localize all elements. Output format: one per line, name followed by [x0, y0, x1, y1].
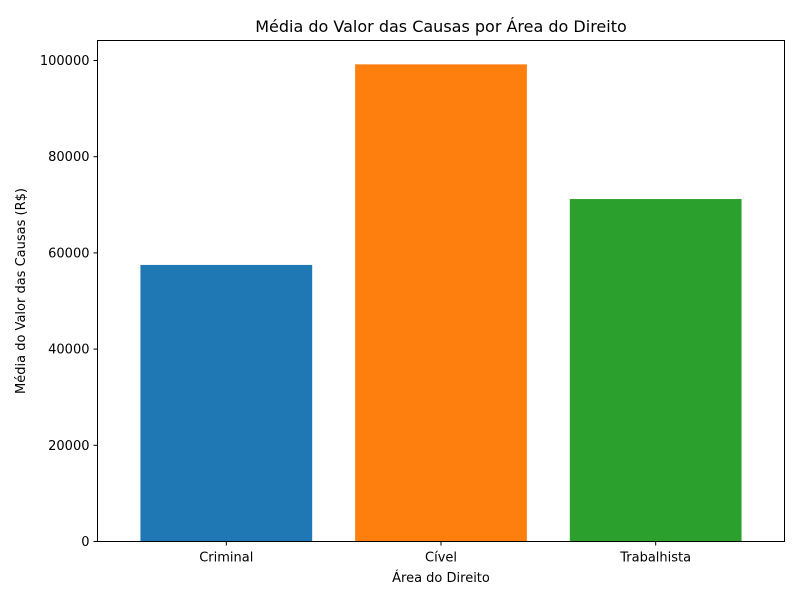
plot-frame	[97, 40, 785, 542]
y-axis: 0 20000 40000 60000 80000 100000	[40, 54, 98, 550]
y-axis-label: Média do Valor das Causas (R$)	[14, 188, 29, 394]
y-tick-label: 100000	[40, 54, 90, 69]
y-tick-label: 20000	[48, 439, 89, 454]
x-axis: Criminal Cível Trabalhista	[199, 541, 691, 566]
y-tick-label: 0	[81, 535, 89, 550]
bar-cível	[355, 64, 527, 542]
x-axis-label: Área do Direito	[392, 570, 490, 586]
bar-trabalhista	[569, 199, 742, 542]
x-tick-label: Criminal	[199, 551, 253, 566]
bar-criminal	[140, 264, 313, 542]
bars-group	[140, 64, 742, 542]
y-tick-label: 60000	[48, 246, 89, 261]
chart-title: Média do Valor das Causas por Área do Di…	[255, 17, 627, 36]
x-tick-label: Cível	[425, 551, 457, 566]
x-tick-label: Trabalhista	[619, 551, 691, 566]
y-tick-label: 80000	[48, 150, 89, 165]
y-tick-label: 40000	[48, 343, 89, 358]
